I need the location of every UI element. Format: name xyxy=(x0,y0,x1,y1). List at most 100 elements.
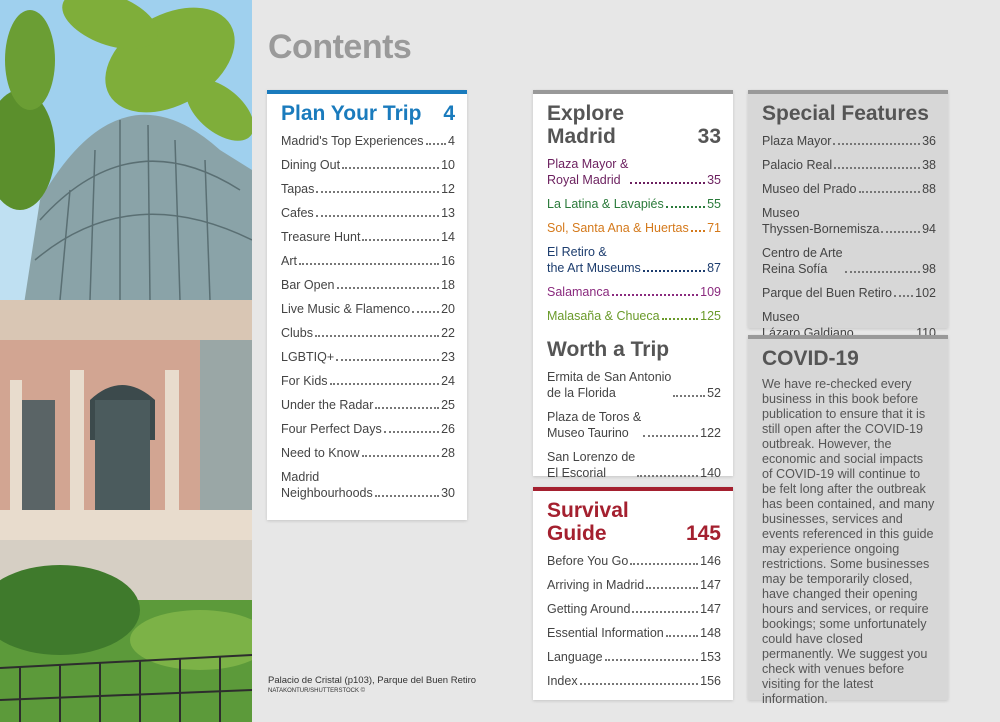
entry-page: 38 xyxy=(922,158,936,172)
section-title: Plan Your Trip xyxy=(281,102,422,125)
entry-page: 156 xyxy=(700,674,721,688)
toc-entry: Art 16 xyxy=(281,253,455,269)
toc-entry: Ermita de San Antonio de la Florida 52 xyxy=(547,369,721,401)
leader-dots xyxy=(834,167,921,169)
section-page: 33 xyxy=(697,125,721,148)
entry-label: Sol, Santa Ana & Huertas xyxy=(547,221,689,235)
leader-dots xyxy=(665,635,699,637)
entry-label: Language xyxy=(547,650,603,664)
toc-entry: Cafes 13 xyxy=(281,205,455,221)
entry-label: Museo del Prado xyxy=(762,182,857,196)
entry-label: Museo Thyssen-Bornemisza xyxy=(762,206,880,236)
leader-dots xyxy=(637,475,699,477)
toc-entry: Under the Radar 25 xyxy=(281,397,455,413)
leader-dots xyxy=(336,287,440,289)
entry-page: 22 xyxy=(441,326,455,340)
entry-page: 87 xyxy=(707,261,721,275)
entry-page: 28 xyxy=(441,446,455,460)
toc-entry: Live Music & Flamenco 20 xyxy=(281,301,455,317)
entry-label: Plaza Mayor xyxy=(762,134,832,148)
toc-entry: Essential Information 148 xyxy=(547,625,721,641)
leader-dots xyxy=(646,587,699,589)
leader-dots xyxy=(604,659,699,661)
entry-label: Treasure Hunt xyxy=(281,230,361,244)
toc-entry: Salamanca 109 xyxy=(547,284,721,300)
toc-entry: Malasaña & Chueca 125 xyxy=(547,308,721,324)
leader-dots xyxy=(374,495,440,497)
entry-label: Index xyxy=(547,674,578,688)
toc-entry: Need to Know 28 xyxy=(281,445,455,461)
leader-dots xyxy=(661,318,699,320)
section-title: Survival Guide xyxy=(547,499,629,545)
toc-entry: Plaza de Toros & Museo Taurino 122 xyxy=(547,409,721,441)
leader-dots xyxy=(833,143,921,145)
section-title: Explore Madrid xyxy=(547,102,625,148)
entry-page: 71 xyxy=(707,221,721,235)
entry-label: Dining Out xyxy=(281,158,341,172)
leader-dots xyxy=(361,455,440,457)
entry-label: Getting Around xyxy=(547,602,631,616)
leader-dots xyxy=(315,215,440,217)
entry-label: LGBTIQ+ xyxy=(281,350,335,364)
entry-page: 10 xyxy=(441,158,455,172)
leader-dots xyxy=(844,271,921,273)
entry-page: 35 xyxy=(707,173,721,187)
entry-page: 24 xyxy=(441,374,455,388)
toc-entry: Centro de Arte Reina Sofía 98 xyxy=(762,245,936,277)
entry-page: 153 xyxy=(700,650,721,664)
toc-entry: For Kids 24 xyxy=(281,373,455,389)
entry-page: 12 xyxy=(441,182,455,196)
explore-box: Explore Madrid 33 Plaza Mayor & Royal Madr… xyxy=(533,90,733,480)
toc-entry: Madrid Neighbourhoods 30 xyxy=(281,469,455,501)
entry-label: La Latina & Lavapiés xyxy=(547,197,664,211)
leader-dots xyxy=(665,206,706,208)
toc-entry: Index 156 xyxy=(547,673,721,689)
toc-entry: Sol, Santa Ana & Huertas 71 xyxy=(547,220,721,236)
special-box: Special Features Plaza Mayor 36 Palacio Rea… xyxy=(748,90,948,340)
entry-label: Under the Radar xyxy=(281,398,374,412)
entry-page: 23 xyxy=(441,350,455,364)
covid-title: COVID-19 xyxy=(762,347,859,370)
leader-dots xyxy=(643,435,699,437)
entry-page: 140 xyxy=(700,466,721,480)
entry-label: Live Music & Flamenco xyxy=(281,302,411,316)
leader-dots xyxy=(412,311,440,313)
entry-page: 52 xyxy=(707,386,721,400)
entry-page: 14 xyxy=(441,230,455,244)
entry-page: 25 xyxy=(441,398,455,412)
section-heading: Explore Madrid 33 xyxy=(547,102,721,148)
section-heading: Survival Guide 145 xyxy=(547,499,721,545)
leader-dots xyxy=(881,231,921,233)
photo-credit: NATAKONTUR/SHUTTERSTOCK © xyxy=(268,688,366,694)
entry-page: 102 xyxy=(915,286,936,300)
entry-label: Malasaña & Chueca xyxy=(547,309,660,323)
entry-label: Parque del Buen Retiro xyxy=(762,286,892,300)
entry-label: Before You Go xyxy=(547,554,629,568)
leader-dots xyxy=(425,143,447,145)
photo xyxy=(0,0,252,722)
toc-entry: Bar Open 18 xyxy=(281,277,455,293)
entry-label: Plaza Mayor & Royal Madrid xyxy=(547,157,629,187)
toc-entry: Plaza Mayor & Royal Madrid 35 xyxy=(547,156,721,188)
entry-label: Centro de Arte Reina Sofía xyxy=(762,246,843,276)
leader-dots xyxy=(362,239,440,241)
toc-entry: Language 153 xyxy=(547,649,721,665)
toc-entry: Treasure Hunt 14 xyxy=(281,229,455,245)
entry-label: Palacio Real xyxy=(762,158,833,172)
entry-label: Ermita de San Antonio de la Florida xyxy=(547,370,672,400)
toc-entry: Dining Out 10 xyxy=(281,157,455,173)
entry-page: 148 xyxy=(700,626,721,640)
leader-dots xyxy=(632,611,699,613)
entry-label: Essential Information xyxy=(547,626,664,640)
toc-entry: Museo Thyssen-Bornemisza 94 xyxy=(762,205,936,237)
toc-entry: Arriving in Madrid 147 xyxy=(547,577,721,593)
leader-dots xyxy=(630,563,699,565)
leader-dots xyxy=(375,407,440,409)
leader-dots xyxy=(298,263,440,265)
leader-dots xyxy=(630,182,706,184)
entry-label: Salamanca xyxy=(547,285,610,299)
entry-label: Plaza de Toros & Museo Taurino xyxy=(547,410,642,440)
entry-page: 4 xyxy=(448,134,455,148)
entry-page: 88 xyxy=(922,182,936,196)
